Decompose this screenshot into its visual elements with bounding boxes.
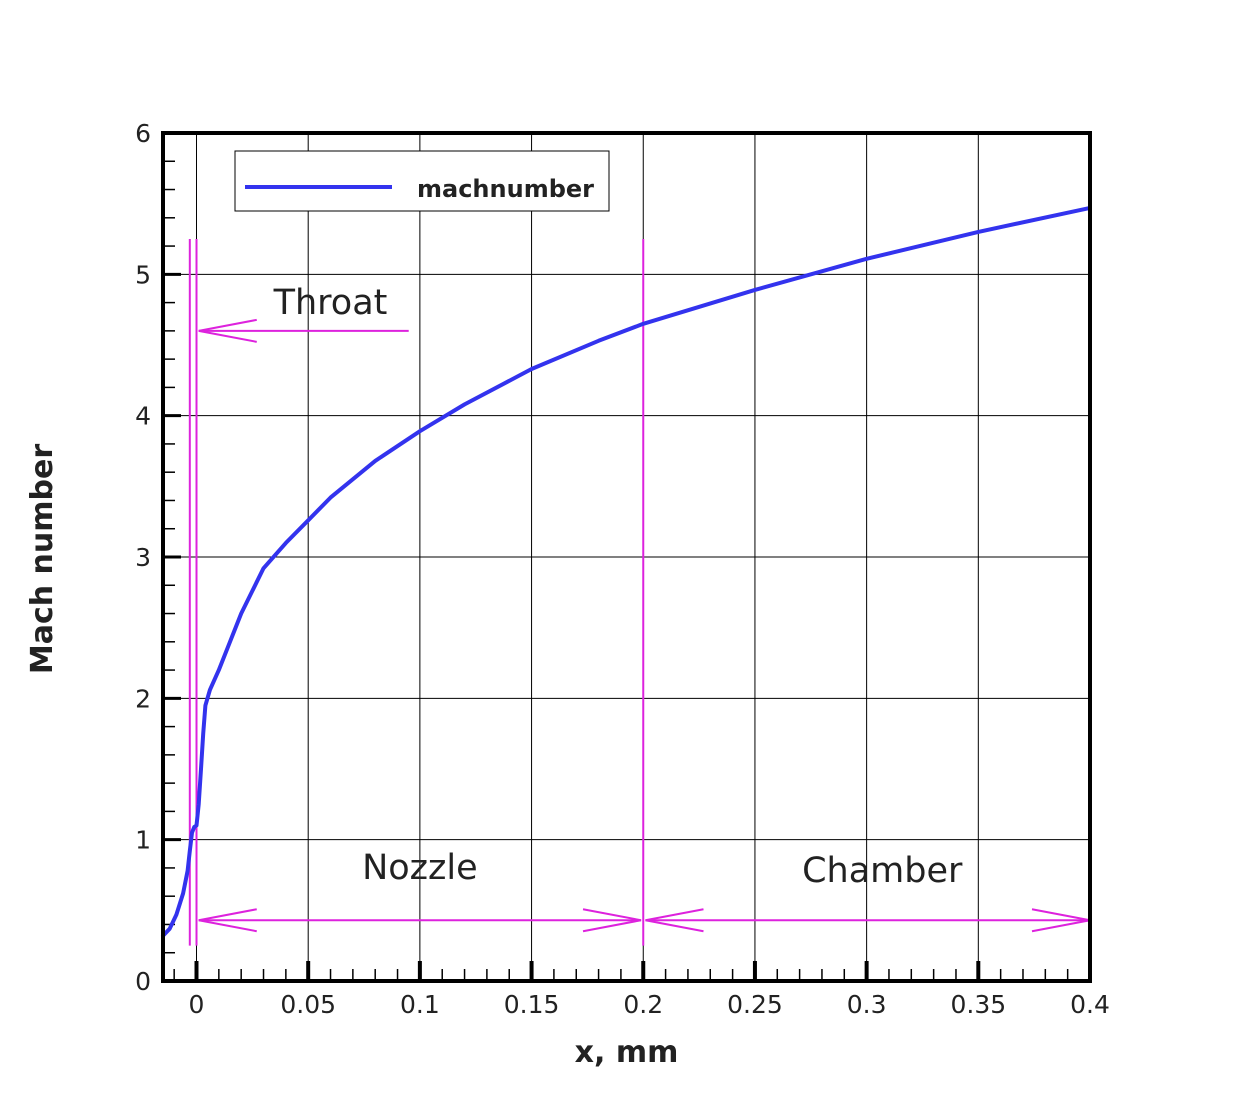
y-tick-labels: 0 1 2 3 4 5 6 <box>135 119 151 996</box>
legend: machnumber <box>234 150 610 212</box>
x-tick-label: 0.25 <box>727 990 783 1019</box>
x-tick-label: 0.4 <box>1070 990 1110 1019</box>
y-tick-label: 4 <box>135 402 151 431</box>
legend-label-machnumber: machnumber <box>417 175 594 203</box>
annotation-chamber: Chamber <box>802 851 963 891</box>
arrow-head <box>198 318 257 343</box>
x-tick-label: 0.35 <box>950 990 1006 1019</box>
region-boundary-lines <box>188 239 645 946</box>
x-tick-label: 0.2 <box>623 990 663 1019</box>
annotation-labels: Throat Nozzle Chamber <box>273 283 963 891</box>
annotation-arrows <box>198 318 1091 933</box>
arrow-head <box>582 908 642 933</box>
major-ticks <box>163 131 1092 983</box>
y-axis-title: Mach number <box>25 444 60 674</box>
y-tick-label: 6 <box>135 119 151 148</box>
y-tick-label: 3 <box>135 543 151 572</box>
annotation-nozzle: Nozzle <box>362 848 478 888</box>
arrow-head <box>198 908 257 933</box>
arrow-head <box>645 908 704 933</box>
x-tick-label: 0.05 <box>280 990 336 1019</box>
annotation-throat: Throat <box>273 283 388 323</box>
legend-box <box>234 150 610 212</box>
x-tick-label: 0 <box>189 990 205 1019</box>
x-tick-label: 0.3 <box>847 990 887 1019</box>
series-lines <box>161 205 1092 938</box>
y-tick-label: 2 <box>135 684 151 713</box>
x-tick-label: 0.1 <box>400 990 440 1019</box>
x-axis-title: x, mm <box>575 1035 679 1070</box>
series-line-machnumber <box>161 205 1092 938</box>
y-tick-label: 1 <box>135 826 151 855</box>
y-tick-label: 5 <box>135 260 151 289</box>
y-tick-label: 0 <box>135 967 151 996</box>
x-tick-labels: 0 0.05 0.1 0.15 0.2 0.25 0.3 0.35 0.4 <box>189 990 1110 1019</box>
x-tick-label: 0.15 <box>504 990 560 1019</box>
